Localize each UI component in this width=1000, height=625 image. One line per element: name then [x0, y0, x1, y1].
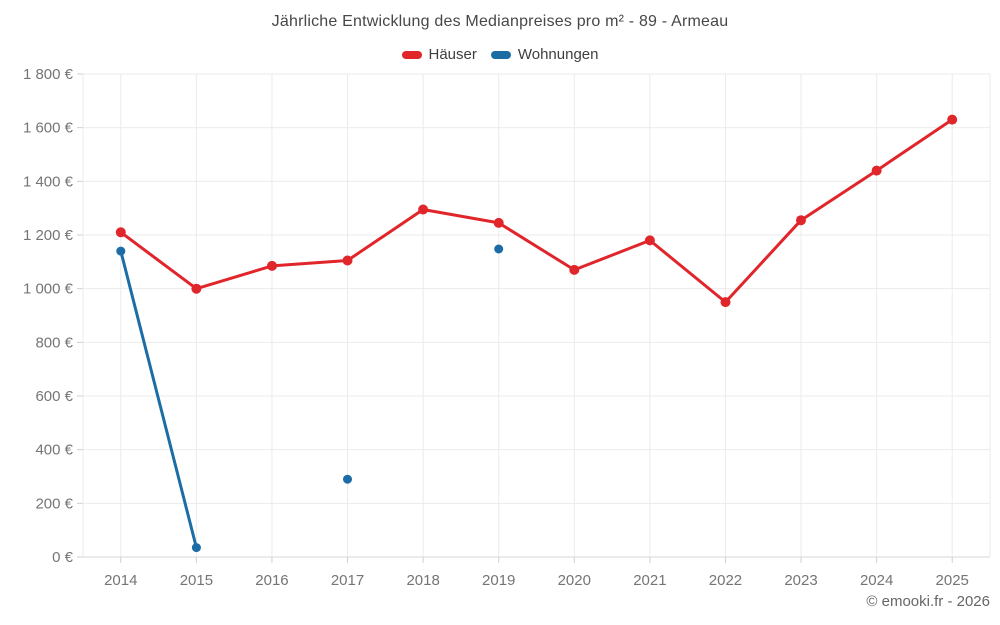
- x-axis-label: 2015: [180, 572, 213, 589]
- y-axis-label: 1 600 €: [23, 120, 74, 137]
- data-point[interactable]: [493, 217, 504, 228]
- data-point[interactable]: [116, 246, 126, 256]
- x-axis-label: 2025: [936, 572, 969, 589]
- data-point[interactable]: [871, 165, 882, 176]
- legend-item-wohnungen[interactable]: Wohnungen: [490, 46, 599, 63]
- data-point[interactable]: [342, 255, 353, 266]
- data-point[interactable]: [191, 283, 202, 294]
- legend-label-haeuser: Häuser: [428, 46, 477, 63]
- data-point[interactable]: [343, 474, 352, 484]
- wohnungen-swatch-icon: [490, 50, 511, 59]
- series-line-wohnungen: [121, 249, 499, 548]
- legend-label-wohnungen: Wohnungen: [517, 46, 599, 63]
- x-axis-label: 2023: [784, 572, 817, 589]
- legend: Häuser Wohnungen: [0, 46, 1000, 63]
- y-axis-label: 800 €: [35, 334, 73, 351]
- x-axis-label: 2021: [633, 572, 666, 589]
- legend-item-haeuser[interactable]: Häuser: [401, 46, 477, 63]
- data-point[interactable]: [720, 297, 731, 308]
- y-axis-label: 600 €: [35, 388, 73, 405]
- data-point[interactable]: [569, 264, 580, 275]
- x-axis-label: 2018: [406, 572, 439, 589]
- y-axis-label: 1 400 €: [23, 173, 74, 190]
- y-axis-label: 1 200 €: [23, 227, 74, 244]
- x-axis-label: 2020: [558, 572, 591, 589]
- x-axis-label: 2016: [255, 572, 288, 589]
- data-point[interactable]: [644, 235, 655, 246]
- x-axis-label: 2024: [860, 572, 893, 589]
- y-axis-label: 400 €: [35, 442, 73, 459]
- series-line-häuser: [119, 118, 954, 304]
- data-point[interactable]: [115, 227, 126, 238]
- data-point[interactable]: [947, 114, 958, 125]
- y-axis-label: 1 800 €: [23, 66, 74, 83]
- y-axis-label: 200 €: [35, 495, 73, 512]
- x-axis-label: 2014: [104, 572, 137, 589]
- x-axis-label: 2017: [331, 572, 364, 589]
- y-axis-label: 1 000 €: [23, 281, 74, 298]
- data-point[interactable]: [267, 260, 277, 271]
- data-point[interactable]: [191, 543, 201, 553]
- data-point[interactable]: [494, 244, 504, 254]
- data-point[interactable]: [796, 215, 806, 226]
- data-point[interactable]: [418, 204, 429, 215]
- haeuser-swatch-icon: [401, 50, 422, 59]
- x-axis-label: 2022: [709, 572, 742, 589]
- y-axis-label: 0 €: [52, 549, 74, 566]
- chart-title: Jährliche Entwicklung des Medianpreises …: [271, 13, 729, 30]
- copyright-footer: © emooki.fr - 2026: [866, 593, 990, 610]
- x-axis-label: 2019: [482, 572, 515, 589]
